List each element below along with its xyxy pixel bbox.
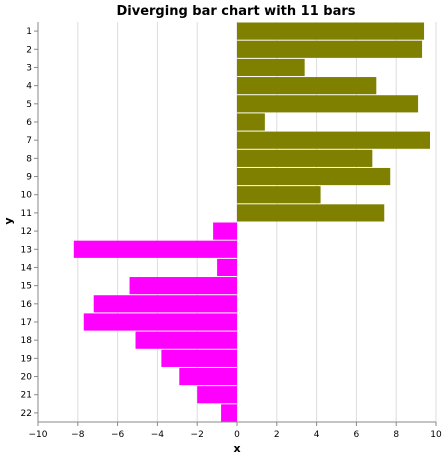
y-tick-label: 8 [26, 154, 32, 164]
bar-18 [135, 331, 237, 349]
y-tick-label: 9 [26, 173, 32, 183]
bar-14 [217, 258, 237, 277]
y-tick-label: 13 [21, 245, 32, 255]
bar-21 [197, 386, 237, 404]
bar-13 [73, 240, 237, 258]
x-tick-label: 8 [393, 430, 399, 440]
bar-10 [237, 186, 321, 204]
y-tick-label: 3 [26, 63, 32, 73]
y-tick-label: 4 [26, 82, 32, 92]
bar-12 [213, 222, 237, 240]
y-tick-label: 20 [21, 373, 33, 383]
x-tick-label: −8 [71, 430, 85, 440]
x-tick-label: −4 [151, 430, 165, 440]
x-tick-label: −10 [29, 430, 48, 440]
x-tick-label: −2 [191, 430, 204, 440]
bar-11 [237, 204, 385, 222]
y-tick-label: 6 [26, 118, 32, 128]
y-tick-label: 14 [21, 263, 33, 273]
y-tick-label: 5 [26, 100, 32, 110]
x-axis-title: x [233, 442, 240, 455]
x-tick-label: −6 [111, 430, 125, 440]
bar-9 [237, 167, 391, 186]
y-tick-label: 2 [26, 45, 32, 55]
y-tick-label: 1 [26, 27, 32, 37]
y-tick-label: 7 [26, 136, 32, 146]
x-tick-label: 6 [354, 430, 360, 440]
y-tick-label: 22 [21, 409, 32, 419]
y-tick-label: 11 [21, 209, 32, 219]
bar-5 [237, 95, 419, 113]
y-tick-label: 15 [21, 282, 32, 292]
x-tick-label: 0 [234, 430, 240, 440]
y-tick-label: 10 [21, 191, 33, 201]
bar-16 [93, 295, 237, 313]
bar-22 [221, 404, 237, 422]
bar-15 [129, 277, 237, 295]
chart-title: Diverging bar chart with 11 bars [116, 4, 355, 19]
bar-8 [237, 149, 373, 167]
bar-3 [237, 58, 305, 77]
bar-1 [237, 22, 425, 40]
y-tick-label: 12 [21, 227, 32, 237]
y-axis-title: y [2, 217, 15, 224]
bar-20 [179, 367, 237, 386]
y-tick-label: 21 [21, 391, 32, 401]
x-tick-label: 2 [274, 430, 280, 440]
y-tick-label: 16 [21, 300, 33, 310]
y-tick-label: 18 [21, 336, 33, 346]
bar-7 [237, 131, 431, 149]
bar-2 [237, 40, 423, 58]
bar-4 [237, 77, 377, 95]
y-tick-label: 17 [21, 318, 32, 328]
bar-17 [83, 313, 238, 331]
bars [73, 22, 431, 422]
bar-6 [237, 113, 265, 131]
x-tick-label: 10 [430, 430, 442, 440]
y-tick-label: 19 [21, 354, 33, 364]
bar-19 [161, 349, 237, 367]
x-tick-label: 4 [314, 430, 320, 440]
